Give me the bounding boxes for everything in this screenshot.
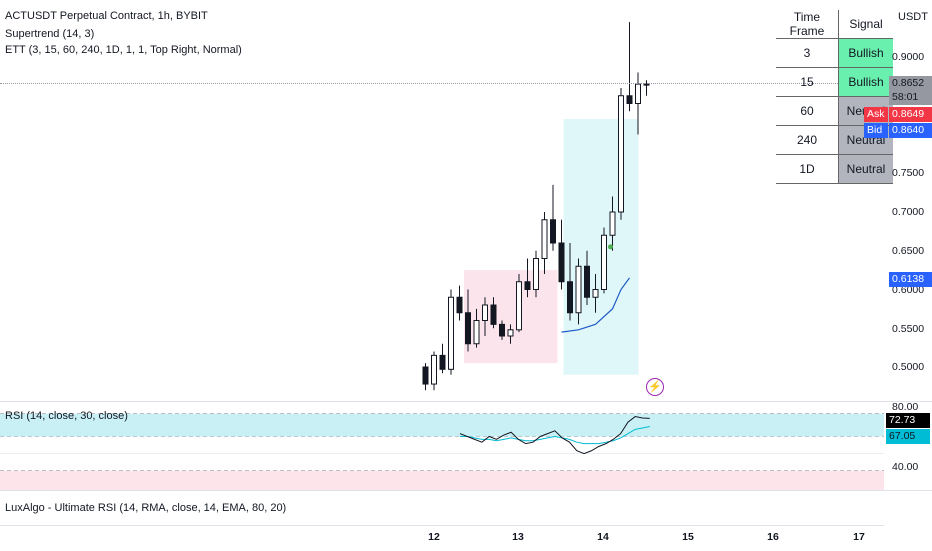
candle-body: [490, 304, 497, 325]
supertrend-legend[interactable]: Supertrend (14, 3): [5, 28, 95, 40]
ett-header-timeframe: Time Frame: [776, 10, 839, 39]
ett-header-row: Time Frame Signal: [776, 10, 893, 39]
bearish-zone: [464, 270, 558, 364]
rsi-line: [459, 416, 650, 455]
lightning-icon[interactable]: ⚡: [646, 378, 664, 396]
ett-row-signal: Bullish: [838, 67, 893, 97]
supertrend-badge: 0.6138: [889, 272, 932, 287]
candle-body: [584, 265, 590, 298]
time-tick: 16: [767, 531, 779, 543]
ett-row: 15 Bullish: [776, 67, 893, 97]
time-axis[interactable]: [0, 525, 884, 551]
countdown-badge: 58:01: [889, 90, 932, 105]
time-tick: 17: [853, 531, 865, 543]
candle-body: [499, 323, 505, 337]
ett-row-timeframe: 240: [776, 125, 839, 155]
ett-row-timeframe: 15: [776, 67, 839, 97]
candle-body: [422, 366, 429, 385]
time-tick: 15: [682, 531, 694, 543]
ett-legend[interactable]: ETT (3, 15, 60, 240, 1D, 1, 1, Top Right…: [5, 44, 242, 56]
ett-row-timeframe: 60: [776, 96, 839, 126]
candle-body: [550, 219, 556, 244]
candle-body: [456, 296, 463, 314]
ett-row: 3 Bullish: [776, 38, 893, 68]
ett-row-signal: Bullish: [838, 38, 893, 68]
candle-body: [473, 320, 480, 345]
candle-body: [541, 219, 548, 259]
ett-row-timeframe: 1D: [776, 154, 839, 184]
price-tick: 0.7500: [892, 167, 925, 179]
price-tick: 0.6000: [892, 284, 925, 296]
candle-body: [575, 265, 582, 314]
ask-label: Ask: [864, 107, 888, 122]
rsi-tick: 40.00: [892, 461, 919, 473]
ett-row-signal: Neutral: [838, 154, 893, 184]
price-tick: 0.5000: [892, 361, 925, 373]
pane-divider[interactable]: [0, 401, 932, 402]
candle-body: [448, 296, 454, 370]
rsi-legend[interactable]: RSI (14, close, 30, close): [5, 410, 128, 422]
candle-body: [524, 281, 531, 290]
last-price-line: [0, 83, 884, 84]
candle-body: [439, 354, 446, 370]
rsi-chart[interactable]: [0, 402, 884, 490]
bid-label: Bid: [864, 123, 888, 138]
candle-body: [482, 304, 488, 321]
price-tick: 0.7000: [892, 206, 925, 218]
rsi-upper-band: [0, 413, 884, 437]
candle-body: [567, 281, 573, 314]
last-price-badge: 0.8652: [889, 76, 932, 91]
time-tick: 14: [597, 531, 609, 543]
rsi-ma-badge: 67.05: [886, 429, 930, 444]
candle-body: [592, 289, 599, 298]
ett-header-signal: Signal: [838, 10, 893, 39]
candle-body: [465, 312, 471, 345]
currency-selector[interactable]: USDT: [893, 8, 932, 26]
candle-body: [431, 354, 437, 385]
time-tick: 12: [428, 531, 440, 543]
ett-signal-table: Time Frame Signal 3 Bullish 15 Bullish 6…: [776, 10, 893, 184]
ett-row: 1D Neutral: [776, 154, 893, 184]
price-tick: 0.9000: [892, 51, 925, 63]
ett-row-timeframe: 3: [776, 38, 839, 68]
pane-divider[interactable]: [0, 490, 932, 491]
candle-body: [626, 95, 633, 104]
time-tick: 13: [512, 531, 524, 543]
price-chart[interactable]: [0, 0, 884, 400]
price-tick: 0.6500: [892, 245, 925, 257]
candle-body: [533, 258, 539, 290]
ask-price-badge: 0.8649: [889, 107, 932, 122]
price-tick: 0.5500: [892, 323, 925, 335]
bid-price-badge: 0.8640: [889, 123, 932, 138]
rsi-lower-band: [0, 470, 884, 490]
supertrend-flip-marker: [608, 244, 613, 250]
candle-body: [643, 83, 650, 86]
candle-body: [601, 234, 607, 290]
candle-body: [609, 211, 616, 236]
luxalgo-legend[interactable]: LuxAlgo - Ultimate RSI (14, RMA, close, …: [5, 502, 287, 514]
candle-body: [516, 281, 522, 331]
supertrend-line: [561, 277, 630, 333]
candle-body: [618, 95, 624, 213]
rsi-value-badge: 72.73: [886, 413, 930, 428]
candle-body: [635, 83, 641, 104]
candle-body: [558, 242, 565, 283]
candle-body: [507, 329, 514, 337]
rsi-ma-line: [460, 425, 650, 445]
chart-title[interactable]: ACTUSDT Perpetual Contract, 1h, BYBIT: [5, 10, 208, 22]
rsi-tick: 80.00: [892, 401, 919, 413]
